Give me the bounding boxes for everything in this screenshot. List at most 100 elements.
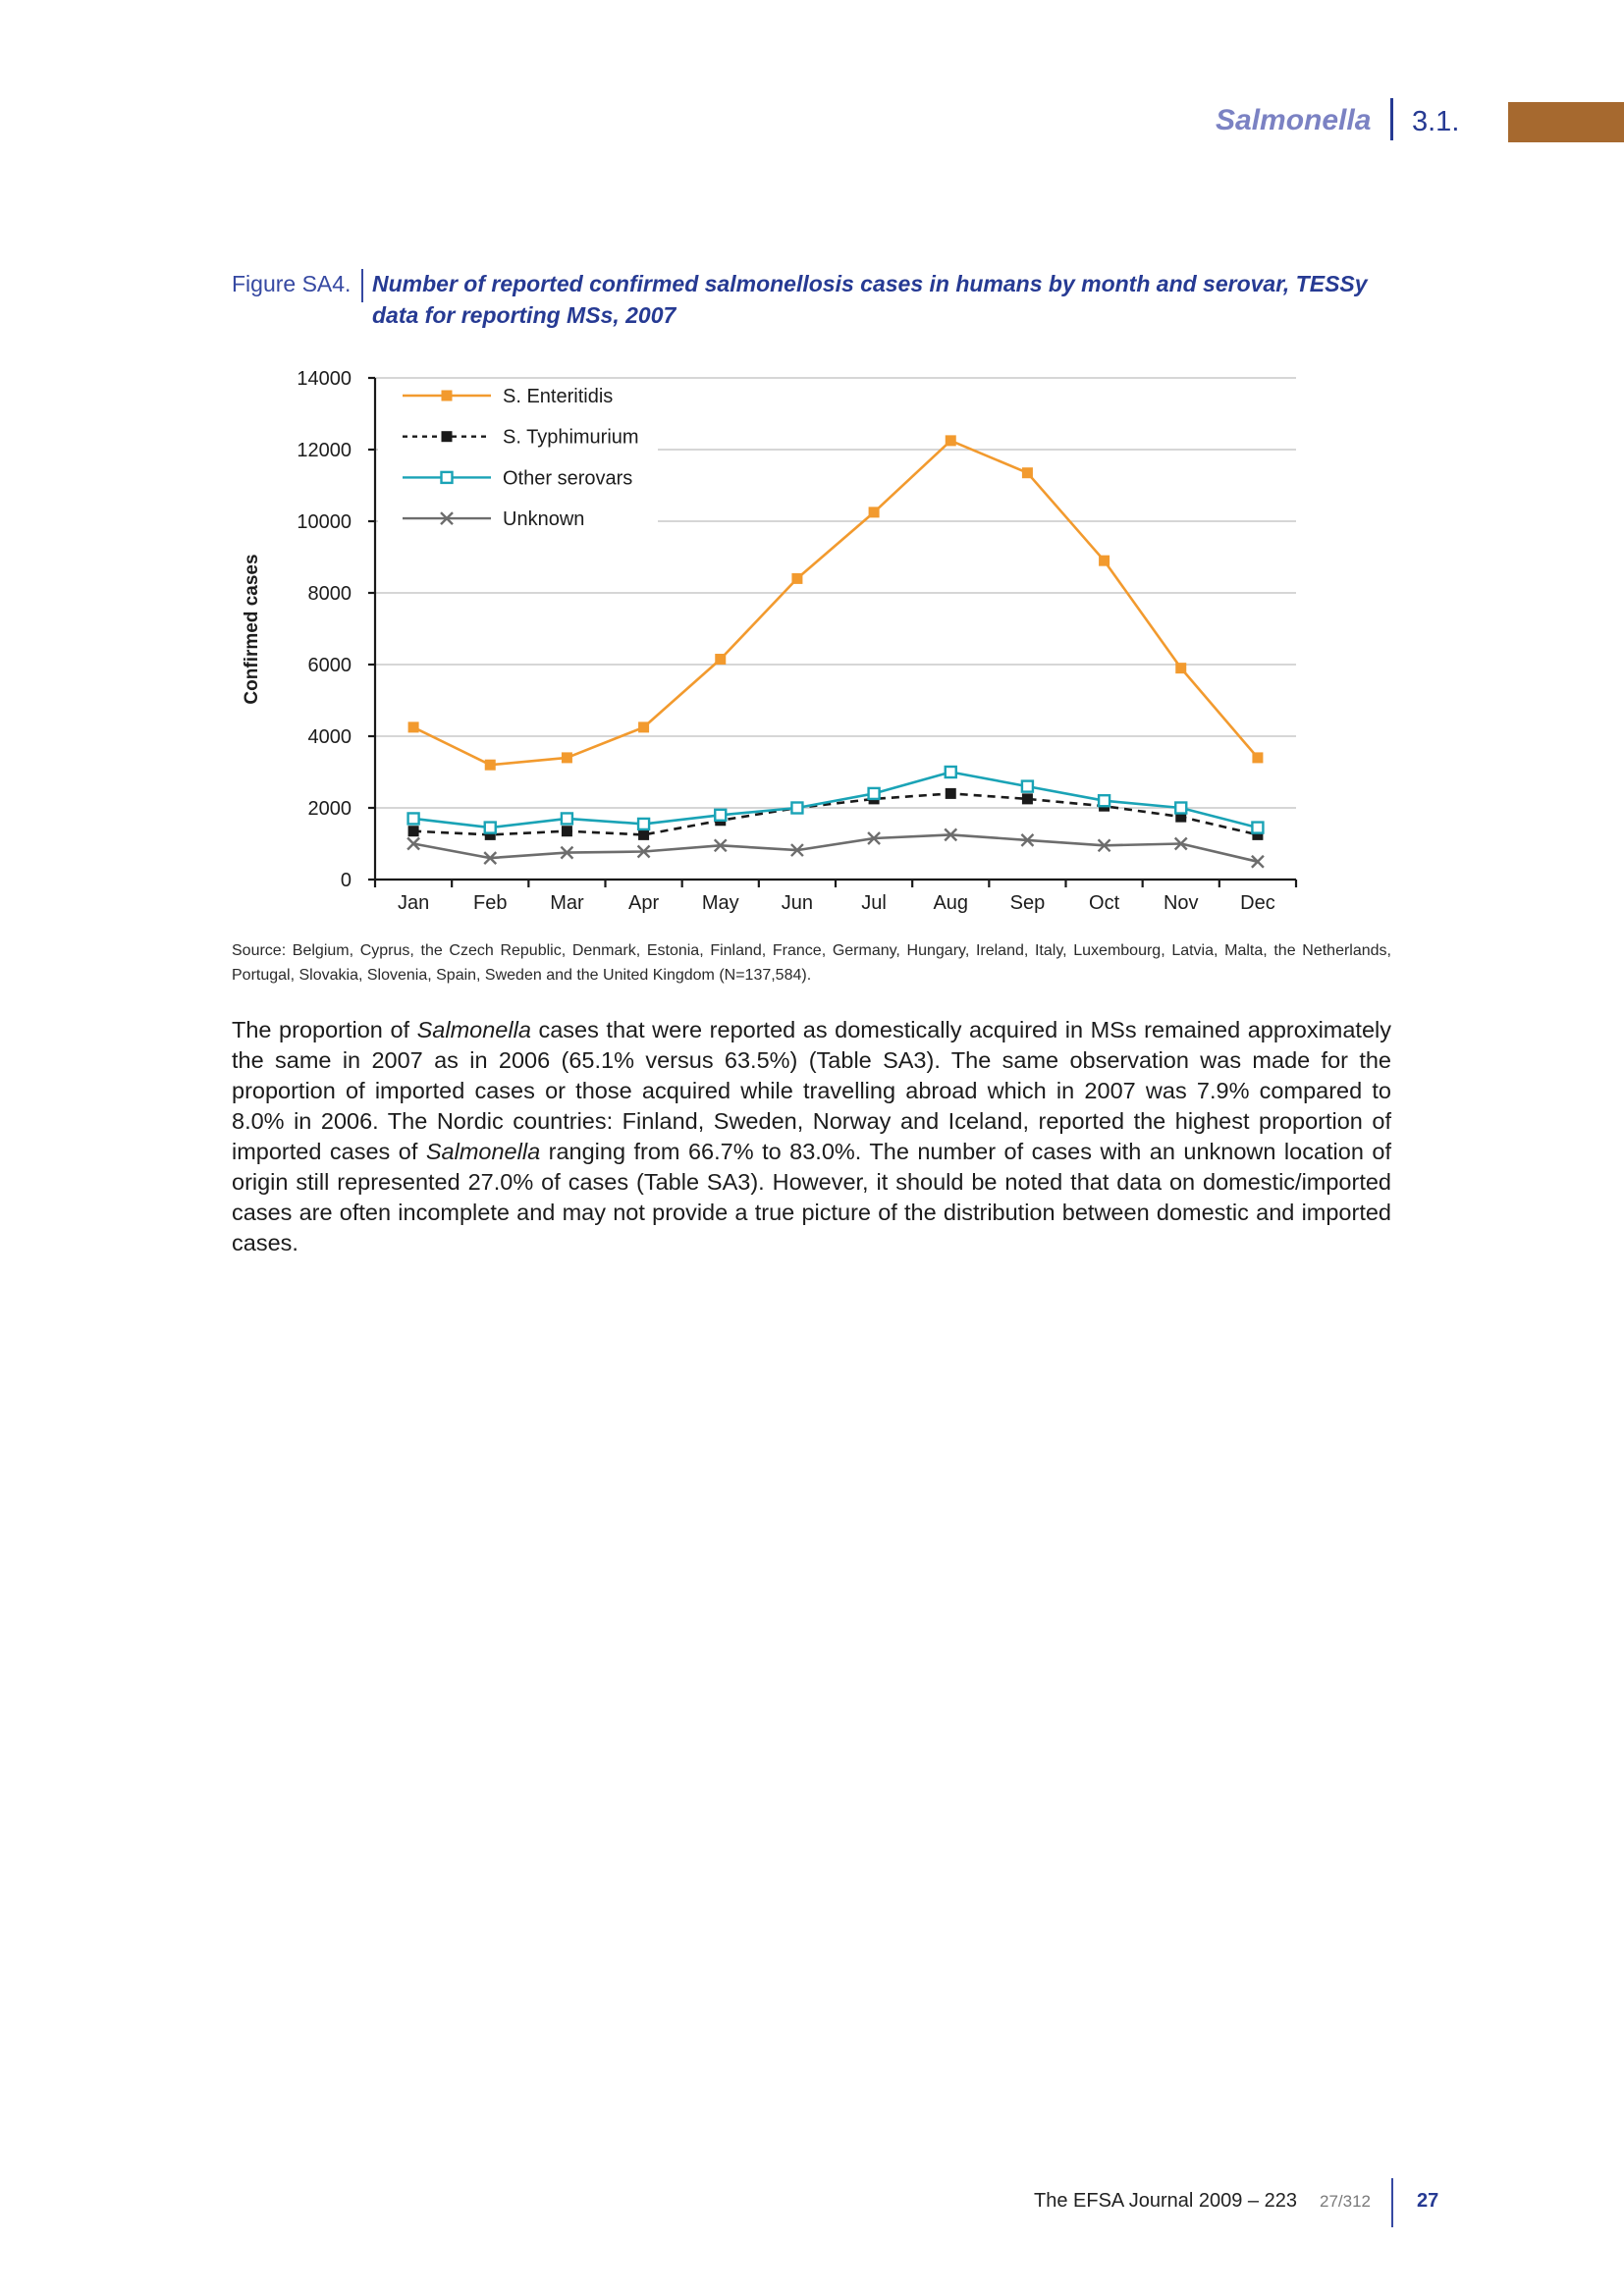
x-tick-label: Jan	[398, 892, 429, 914]
data-point-other-serovars	[1020, 779, 1035, 793]
x-tick-label: Nov	[1164, 892, 1199, 914]
data-point-other-serovars	[867, 786, 881, 801]
legend-item-s-enteritidis: S. Enteritidis	[403, 386, 613, 407]
x-marker-stroke	[483, 851, 498, 865]
x-tick-label: Oct	[1089, 892, 1120, 914]
y-tick-label: 4000	[308, 726, 352, 748]
data-point-unknown	[1097, 838, 1111, 853]
x-marker-stroke	[713, 838, 728, 853]
legend-box	[378, 384, 658, 536]
series-line-other-serovars	[412, 771, 1259, 829]
data-point-s-enteritidis	[1252, 752, 1264, 764]
x-tick-label: Dec	[1240, 892, 1275, 914]
data-point-s-enteritidis	[868, 507, 880, 518]
y-tick-label: 10000	[297, 511, 352, 533]
data-point-other-serovars	[483, 821, 497, 834]
legend-marker	[441, 431, 453, 443]
data-point-s-typhimurium	[638, 828, 650, 840]
y-tick-label: 8000	[308, 583, 352, 605]
series-other-serovars	[406, 765, 1265, 834]
legend-label: S. Typhimurium	[503, 427, 639, 449]
series-line-s-enteritidis	[412, 439, 1259, 767]
x-tick-label: Jul	[861, 892, 887, 914]
data-point-s-enteritidis	[638, 721, 650, 733]
data-point-unknown	[790, 843, 804, 857]
running-header-number: 3.1.	[1412, 106, 1460, 137]
data-point-s-enteritidis	[407, 721, 419, 733]
x-marker-stroke	[790, 843, 804, 857]
body-text-run: The proportion of	[232, 1017, 417, 1042]
data-point-s-enteritidis	[945, 435, 956, 447]
data-point-s-typhimurium	[945, 787, 956, 799]
legend-marker	[441, 390, 453, 401]
series-line-unknown	[412, 833, 1259, 864]
x-marker-stroke	[1251, 854, 1265, 869]
data-point-unknown	[1251, 854, 1265, 869]
axes: 0 2000 4000 6000 8000 10000 12000 14000 Jan Feb Ma…	[242, 368, 1298, 914]
data-point-other-serovars	[636, 817, 651, 831]
x-marker-stroke	[1097, 838, 1111, 853]
data-point-unknown	[560, 845, 574, 860]
x-tick-label: Jun	[782, 892, 813, 914]
data-point-s-enteritidis	[561, 752, 572, 764]
data-point-s-typhimurium	[407, 826, 419, 837]
data-point-unknown	[1173, 836, 1188, 851]
x-marker-stroke	[636, 844, 651, 859]
data-point-s-typhimurium	[1175, 811, 1187, 823]
line-chart: S. Enteritidis S. Typhimurium Other serova…	[242, 368, 1298, 914]
data-point-unknown	[867, 831, 881, 845]
data-point-other-serovars	[1251, 821, 1265, 834]
data-point-other-serovars	[560, 812, 574, 826]
footer-page-of-total: 27/312	[1320, 2192, 1371, 2211]
y-tick-label: 2000	[308, 798, 352, 820]
data-point-s-enteritidis	[715, 654, 727, 666]
body-text-run: cases that were reported as domestically…	[232, 1017, 1392, 1164]
data-point-s-enteritidis	[1175, 663, 1187, 674]
x-tick-label: May	[702, 892, 739, 914]
series-line-s-typhimurium	[413, 792, 1259, 836]
legend: S. Enteritidis S. Typhimurium Other serova…	[378, 384, 658, 536]
data-point-unknown	[1020, 833, 1035, 847]
figure-caption-divider	[361, 269, 363, 302]
footer-page-number: 27	[1417, 2190, 1439, 2212]
data-point-unknown	[483, 851, 498, 865]
series-unknown	[406, 828, 1265, 869]
data-point-unknown	[406, 836, 420, 851]
data-point-unknown	[944, 828, 958, 842]
x-tick-label: Feb	[473, 892, 507, 914]
legend-item-unknown: Unknown	[403, 508, 584, 530]
data-point-s-typhimurium	[1021, 793, 1033, 805]
data-point-other-serovars	[1097, 794, 1111, 808]
data-point-s-typhimurium	[1252, 828, 1264, 840]
legend-label: Unknown	[503, 508, 584, 530]
figure-title: Number of reported confirmed salmonellos…	[372, 271, 1368, 328]
footer-journal-citation: The EFSA Journal 2009 – 223	[1034, 2190, 1297, 2212]
data-point-s-enteritidis	[791, 572, 803, 584]
data-point-unknown	[636, 844, 651, 859]
legend-marker	[440, 470, 454, 485]
x-tick-label: Mar	[550, 892, 584, 914]
footer-divider	[1391, 2178, 1393, 2227]
x-tick-label: Sep	[1010, 892, 1046, 914]
x-marker-stroke	[440, 511, 454, 525]
x-marker-stroke	[1020, 833, 1035, 847]
series-s-typhimurium	[407, 787, 1264, 840]
data-point-other-serovars	[406, 812, 420, 826]
legend-item-other-serovars: Other serovars	[403, 467, 632, 489]
y-tick-label: 0	[341, 870, 352, 891]
data-point-other-serovars	[944, 765, 957, 779]
data-point-unknown	[713, 838, 728, 853]
chapter-accent-bar	[1508, 102, 1624, 142]
y-tick-label: 14000	[297, 368, 352, 390]
data-point-s-enteritidis	[1021, 467, 1033, 479]
data-point-s-typhimurium	[561, 826, 572, 837]
data-point-other-serovars	[790, 801, 804, 815]
legend-item-s-typhimurium: S. Typhimurium	[403, 427, 639, 449]
data-point-other-serovars	[714, 808, 728, 822]
x-marker-stroke	[1173, 836, 1188, 851]
x-marker-stroke	[560, 845, 574, 860]
y-tick-label: 12000	[297, 440, 352, 461]
body-italic-term: Salmonella	[425, 1139, 541, 1164]
data-point-s-enteritidis	[1099, 555, 1110, 566]
